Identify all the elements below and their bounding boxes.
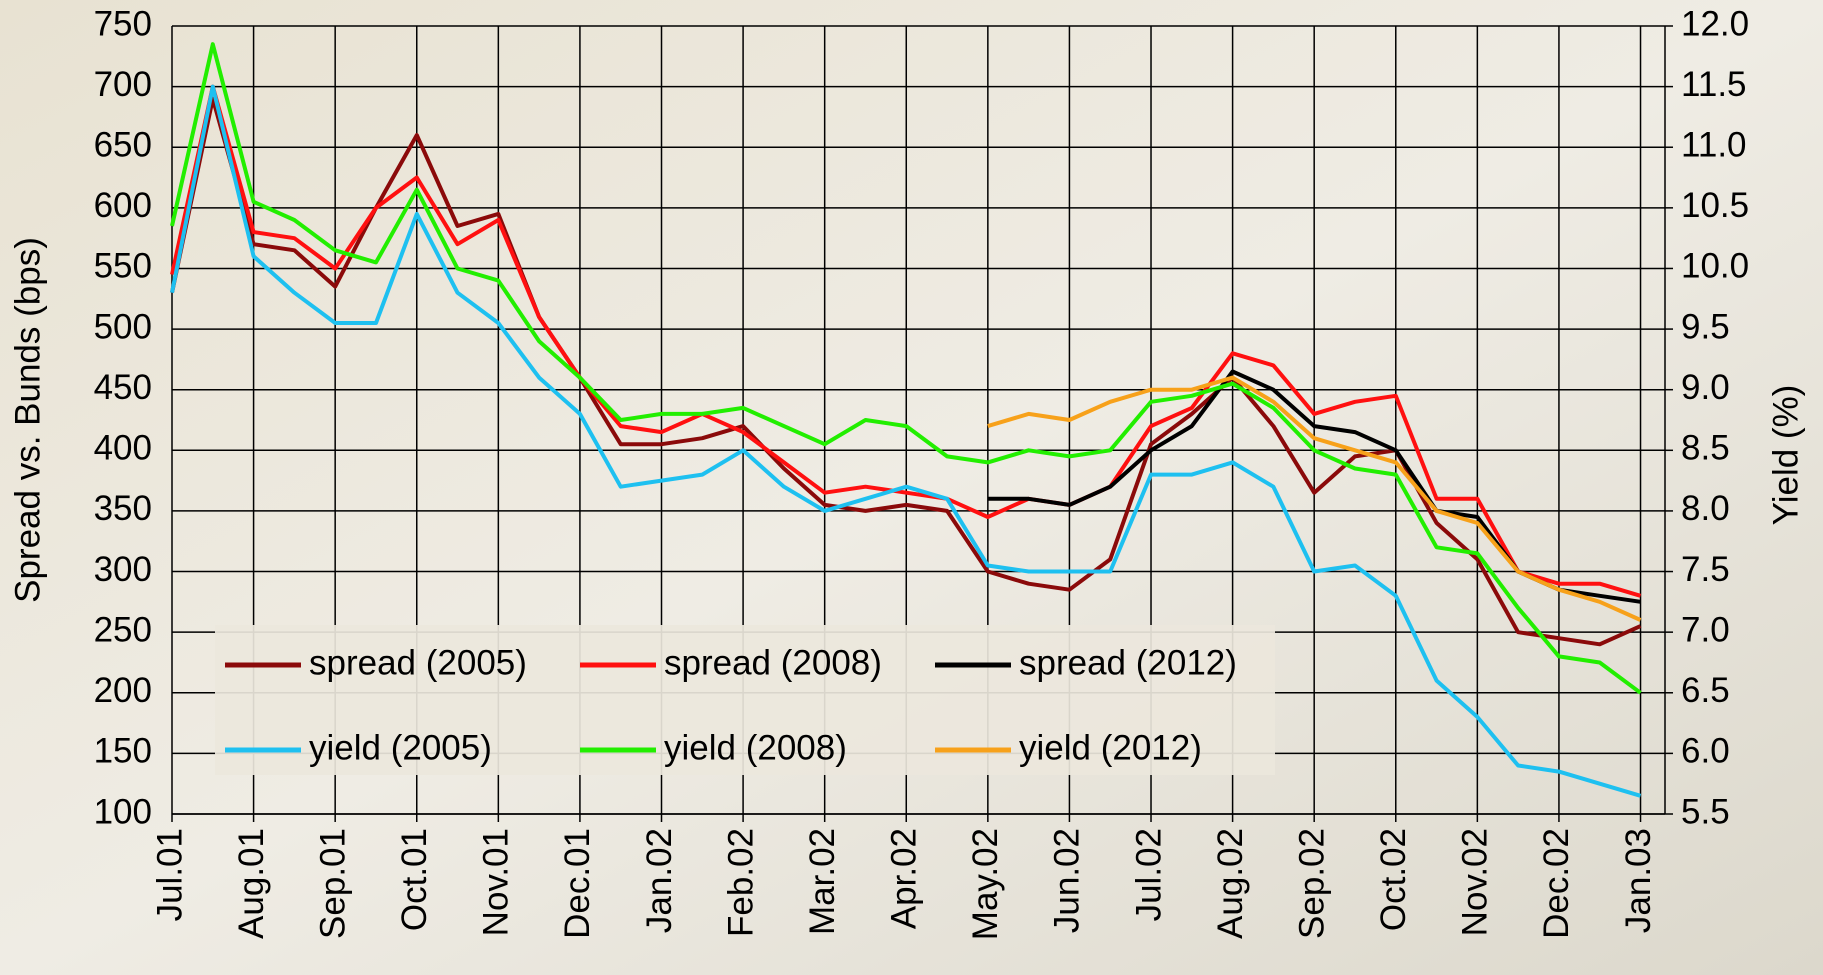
- y2-tick-label: 8.0: [1681, 489, 1730, 528]
- y-tick-label: 250: [94, 610, 152, 649]
- legend-label: spread (2008): [664, 643, 882, 682]
- x-tick-label: Oct.01: [395, 828, 434, 931]
- x-tick-label: Aug.02: [1211, 828, 1250, 939]
- x-tick-label: Dec.01: [558, 828, 597, 939]
- x-tick-label: Jan.03: [1619, 828, 1658, 933]
- x-tick-label: Oct.02: [1374, 828, 1413, 931]
- y2-tick-label: 6.0: [1681, 732, 1730, 771]
- legend-label: yield (2005): [309, 728, 492, 767]
- y2-tick-label: 9.0: [1681, 368, 1730, 407]
- y2-axis-title: Yield (%): [1766, 385, 1805, 526]
- y-tick-label: 150: [94, 732, 152, 771]
- x-tick-label: Aug.01: [232, 828, 271, 939]
- x-tick-label: May.02: [966, 828, 1005, 940]
- y-axis-title: Spread vs. Bunds (bps): [8, 237, 47, 603]
- x-tick-label: Dec.02: [1537, 828, 1576, 939]
- y2-tick-label: 8.5: [1681, 429, 1730, 468]
- y-tick-label: 500: [94, 307, 152, 346]
- y2-tick-label: 10.5: [1681, 186, 1749, 225]
- x-tick-label: Jul.02: [1129, 828, 1168, 921]
- x-tick-label: Sep.02: [1292, 828, 1331, 939]
- y-tick-label: 750: [94, 4, 152, 43]
- legend-label: yield (2012): [1019, 728, 1202, 767]
- y2-tick-label: 11.5: [1681, 65, 1747, 104]
- y-tick-label: 650: [94, 125, 152, 164]
- y2-tick-label: 11.0: [1681, 125, 1747, 164]
- y-tick-label: 300: [94, 550, 152, 589]
- x-tick-label: Jul.01: [150, 828, 189, 921]
- y-tick-label: 100: [94, 792, 152, 831]
- x-tick-label: Mar.02: [803, 828, 842, 935]
- y2-tick-label: 7.5: [1681, 550, 1730, 589]
- chart: Spread vs. Bunds (bps) Yield (%) 100 150 2…: [0, 0, 1823, 975]
- x-tick-label: Apr.02: [885, 828, 924, 929]
- y-tick-label: 450: [94, 368, 152, 407]
- y2-tick-label: 9.5: [1681, 307, 1730, 346]
- y-tick-label: 200: [94, 671, 152, 710]
- x-tick-label: Feb.02: [721, 828, 760, 937]
- legend-label: yield (2008): [664, 728, 847, 767]
- y-tick-label: 400: [94, 429, 152, 468]
- y2-tick-label: 5.5: [1681, 792, 1730, 831]
- x-tick-label: Jan.02: [640, 828, 679, 933]
- y2-tick-label: 6.5: [1681, 671, 1730, 710]
- y-tick-label: 550: [94, 247, 152, 286]
- legend-label: spread (2005): [309, 643, 527, 682]
- y-tick-label: 600: [94, 186, 152, 225]
- legend-label: spread (2012): [1019, 643, 1237, 682]
- x-tick-label: Sep.01: [313, 828, 352, 939]
- x-tick-label: Nov.01: [477, 828, 516, 936]
- page: Spread vs. Bunds (bps) Yield (%) 100 150 2…: [0, 0, 1823, 975]
- y2-tick-label: 10.0: [1681, 247, 1749, 286]
- x-tick-label: Jun.02: [1048, 828, 1087, 933]
- y2-tick-label: 7.0: [1681, 610, 1730, 649]
- y-tick-label: 350: [94, 489, 152, 528]
- x-tick-label: Nov.02: [1456, 828, 1495, 936]
- y-tick-label: 700: [94, 65, 152, 104]
- y2-tick-label: 12.0: [1681, 4, 1749, 43]
